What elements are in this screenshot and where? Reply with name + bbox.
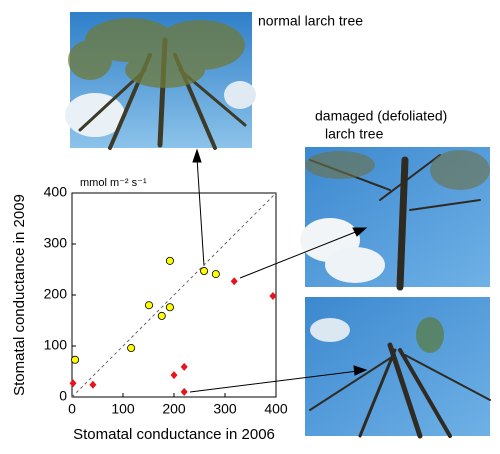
y-axis-title: Stomatal conductance in 2009: [11, 194, 28, 396]
unit-label: mmol m⁻² s⁻¹: [80, 177, 147, 189]
point: [69, 379, 77, 388]
y-tick-label: 400: [44, 184, 68, 200]
x-tick-label: 100: [111, 401, 135, 417]
photo-normal: [65, 12, 256, 150]
point: [180, 362, 188, 371]
x-tick-label: 0: [68, 401, 76, 417]
annotation: larch tree: [325, 126, 384, 142]
x-tick-label: 200: [162, 401, 186, 417]
point: [269, 292, 277, 301]
y-tick-label: 300: [44, 235, 68, 251]
arrows: [189, 148, 368, 393]
point: [211, 270, 220, 279]
point: [200, 267, 209, 276]
x-axis-title: Stomatal conductance in 2006: [73, 426, 275, 443]
point: [145, 301, 154, 310]
point: [71, 355, 80, 364]
point: [165, 256, 174, 265]
point: [180, 387, 188, 396]
point: [157, 311, 166, 320]
annotation: normal larch tree: [258, 13, 363, 29]
one-to-one-line: [71, 192, 277, 398]
point: [127, 344, 136, 353]
y-tick-label: 0: [59, 388, 67, 404]
y-tick-label: 100: [44, 337, 68, 353]
x-tick-label: 300: [213, 401, 237, 417]
point: [89, 380, 97, 389]
y-tick-label: 200: [44, 286, 68, 302]
point: [165, 303, 174, 312]
photo-damaged-1: [300, 147, 490, 291]
photo-damaged-2: [305, 297, 491, 439]
point: [170, 371, 178, 380]
point: [230, 277, 238, 286]
x-tick-label: 400: [264, 401, 288, 417]
annotation: damaged (defoliated): [315, 108, 447, 124]
